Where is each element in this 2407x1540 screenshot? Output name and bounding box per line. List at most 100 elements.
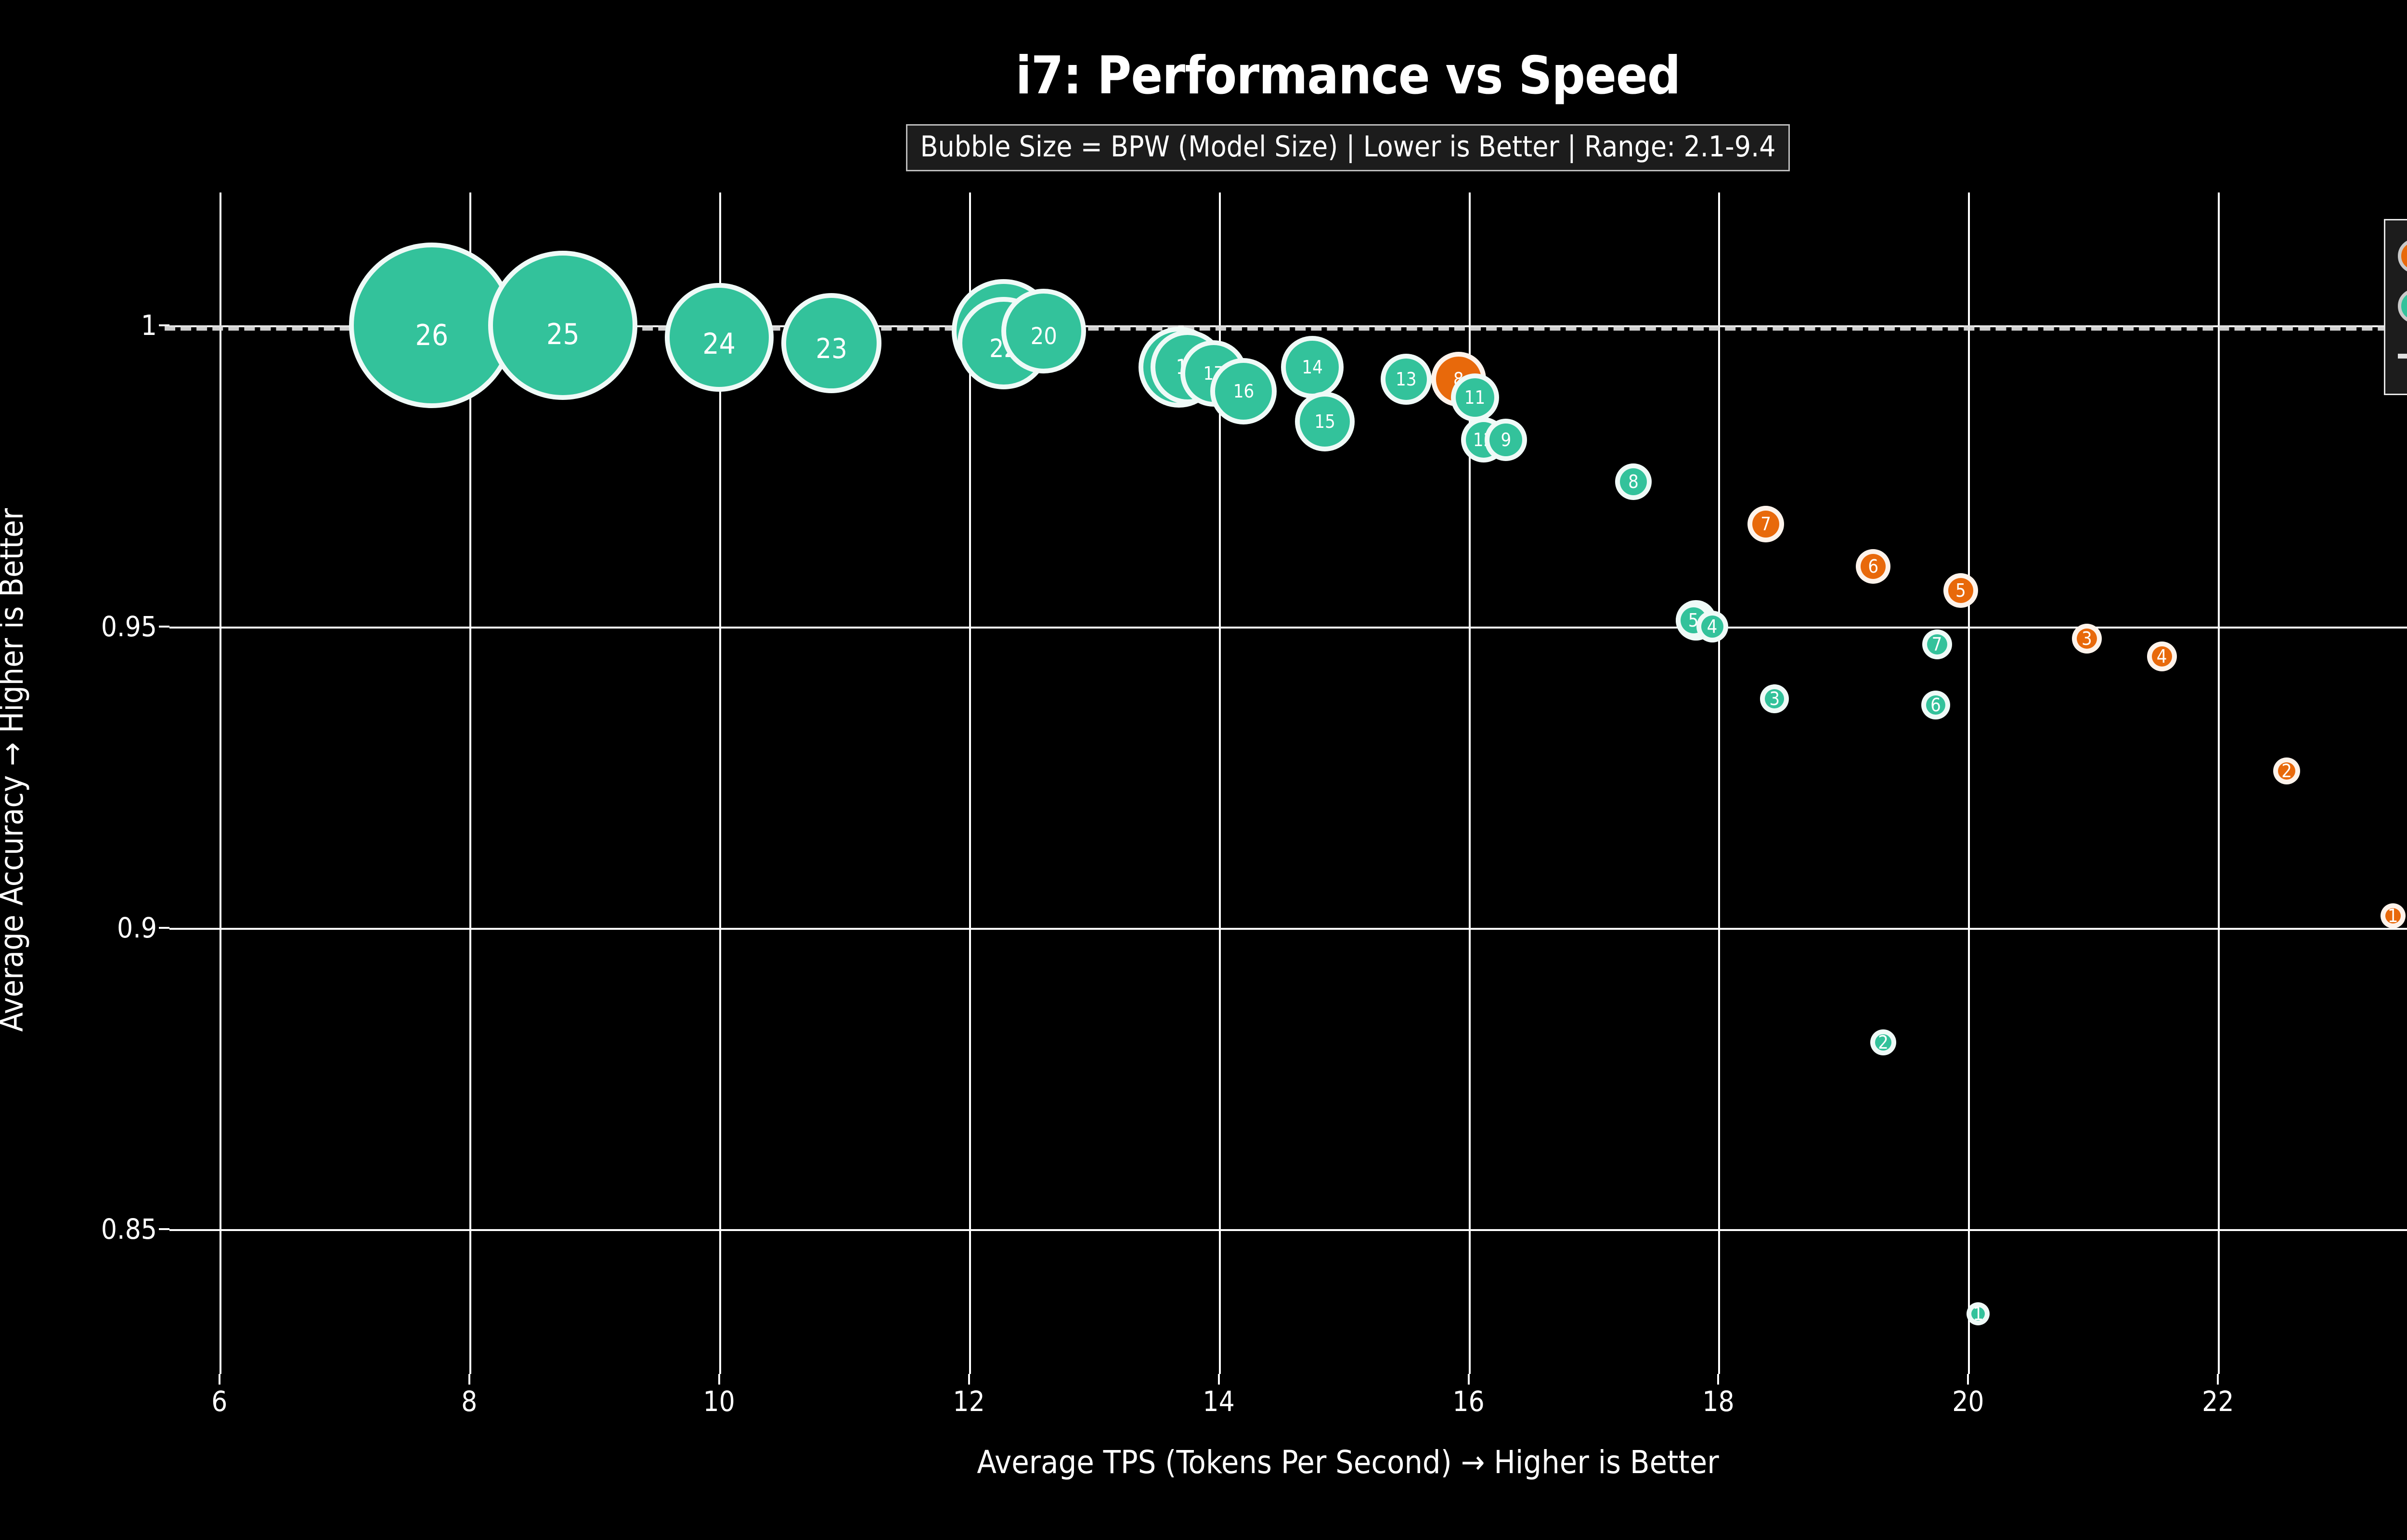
bubble-label: 7 xyxy=(1931,634,1942,655)
bubble-label: 20 xyxy=(1030,322,1057,350)
bubble-unsloth-15[interactable]: 15 xyxy=(1295,391,1355,451)
x-tickmark-12 xyxy=(968,1374,970,1385)
bubble-unsloth-14[interactable]: 14 xyxy=(1281,336,1344,399)
gridline-x-20 xyxy=(1968,192,1970,1374)
gridline-y-0.85 xyxy=(169,1229,2407,1232)
bubble-unsloth-1[interactable]: 1 xyxy=(1967,1302,1990,1325)
y-tickmark-1 xyxy=(159,324,169,326)
bubble-label: 26 xyxy=(415,318,449,352)
x-tick-label-20: 20 xyxy=(1952,1385,1984,1418)
gridline-x-8 xyxy=(469,192,471,1374)
x-tick-label-8: 8 xyxy=(461,1385,478,1418)
bubble-label: 3 xyxy=(2082,628,2092,649)
legend[interactable]: ByteShapeUnslothBF16 Baseline xyxy=(2384,219,2407,395)
x-tick-label-14: 14 xyxy=(1203,1385,1235,1418)
bubble-label: 15 xyxy=(1314,411,1335,432)
bubble-byteshape-4[interactable]: 4 xyxy=(2147,642,2177,672)
bubble-label: 1 xyxy=(1973,1303,1984,1324)
bubble-unsloth-25[interactable]: 25 xyxy=(488,250,638,400)
bubble-label: 13 xyxy=(1396,369,1417,390)
y-tickmark-0.85 xyxy=(159,1228,169,1231)
subtitle-box: Bubble Size = BPW (Model Size) | Lower i… xyxy=(906,124,1790,171)
legend-item-unsloth[interactable]: Unsloth xyxy=(2398,281,2407,331)
bubble-unsloth-4[interactable]: 4 xyxy=(1696,610,1728,642)
legend-dashed-line-icon xyxy=(2398,354,2407,359)
bubble-unsloth-20[interactable]: 20 xyxy=(1001,289,1087,374)
bf16-baseline-line xyxy=(165,325,2407,331)
legend-item-byteshape[interactable]: ByteShape xyxy=(2398,231,2407,281)
bubble-label: 4 xyxy=(2156,646,2167,667)
gridline-y-0.9 xyxy=(169,928,2407,930)
gridline-x-22 xyxy=(2218,192,2220,1374)
bubble-unsloth-2[interactable]: 2 xyxy=(1870,1029,1896,1056)
y-tick-label-0.95: 0.95 xyxy=(101,610,157,643)
bubble-byteshape-3[interactable]: 3 xyxy=(2071,623,2102,654)
x-tick-label-22: 22 xyxy=(2202,1385,2234,1418)
bubble-unsloth-16[interactable]: 16 xyxy=(1210,358,1277,425)
gridline-y-0.95 xyxy=(169,626,2407,629)
bubble-unsloth-11[interactable]: 11 xyxy=(1450,373,1499,422)
bubble-label: 23 xyxy=(815,333,847,365)
y-tick-label-1: 1 xyxy=(141,308,157,342)
bubble-label: 3 xyxy=(1769,688,1780,710)
subtitle-container: Bubble Size = BPW (Model Size) | Lower i… xyxy=(0,124,2407,171)
bubble-label: 1 xyxy=(2387,905,2398,927)
x-tickmark-6 xyxy=(218,1374,220,1385)
bubble-label: 2 xyxy=(2281,760,2292,782)
bubble-byteshape-6[interactable]: 6 xyxy=(1856,549,1891,584)
y-tickmark-0.9 xyxy=(159,927,169,929)
bubble-unsloth-23[interactable]: 23 xyxy=(781,293,882,394)
x-tickmark-8 xyxy=(468,1374,470,1385)
gridline-x-18 xyxy=(1718,192,1721,1374)
bubble-label: 25 xyxy=(546,317,580,351)
x-tick-label-10: 10 xyxy=(703,1385,735,1418)
gridline-x-16 xyxy=(1468,192,1471,1374)
y-tickmark-0.95 xyxy=(159,625,169,628)
bubble-label: 14 xyxy=(1302,357,1323,378)
x-tick-label-16: 16 xyxy=(1452,1385,1485,1418)
bubble-label: 11 xyxy=(1464,386,1486,408)
x-tick-label-12: 12 xyxy=(953,1385,985,1418)
x-tickmark-18 xyxy=(1717,1374,1720,1385)
gridline-x-6 xyxy=(219,192,221,1374)
y-axis-label: Average Accuracy → Higher is Better xyxy=(0,508,30,1032)
bubble-unsloth-9[interactable]: 9 xyxy=(1485,418,1527,461)
bubble-label: 9 xyxy=(1501,429,1512,450)
bubble-unsloth-3[interactable]: 3 xyxy=(1760,684,1789,714)
bubble-label: 5 xyxy=(1955,579,1966,601)
x-tick-label-18: 18 xyxy=(1702,1385,1734,1418)
x-tickmark-10 xyxy=(718,1374,720,1385)
bubble-label: 7 xyxy=(1760,513,1771,535)
bubble-unsloth-8[interactable]: 8 xyxy=(1615,463,1652,500)
bubble-unsloth-24[interactable]: 24 xyxy=(664,282,774,392)
bubble-label: 24 xyxy=(702,327,736,361)
bubble-unsloth-6[interactable]: 6 xyxy=(1921,690,1950,719)
legend-item-bf16-baseline[interactable]: BF16 Baseline xyxy=(2398,331,2407,381)
bubble-label: 16 xyxy=(1233,381,1255,402)
x-axis-label: Average TPS (Tokens Per Second) → Higher… xyxy=(977,1444,1719,1481)
page-title: i7: Performance vs Speed xyxy=(1015,46,1681,106)
bubble-unsloth-13[interactable]: 13 xyxy=(1380,354,1432,405)
bubble-label: 6 xyxy=(1930,694,1941,716)
bubble-label: 8 xyxy=(1628,471,1639,493)
gridline-x-10 xyxy=(719,192,721,1374)
bubble-byteshape-5[interactable]: 5 xyxy=(1943,573,1978,608)
bubble-byteshape-2[interactable]: 2 xyxy=(2273,757,2301,785)
bubble-byteshape-7[interactable]: 7 xyxy=(1747,505,1785,542)
x-tick-label-6: 6 xyxy=(211,1385,228,1418)
y-tick-label-0.9: 0.9 xyxy=(117,911,157,945)
legend-circle-icon xyxy=(2398,239,2407,273)
y-tick-label-0.85: 0.85 xyxy=(101,1213,157,1246)
plot-area: 2625242123222019181716141581311129108756… xyxy=(101,192,2407,1418)
legend-circle-icon xyxy=(2398,289,2407,323)
x-tickmark-14 xyxy=(1217,1374,1220,1385)
bubble-byteshape-1[interactable]: 1 xyxy=(2380,903,2406,929)
bubble-label: 4 xyxy=(1707,616,1718,637)
x-tickmark-16 xyxy=(1467,1374,1470,1385)
bubble-unsloth-7[interactable]: 7 xyxy=(1922,629,1952,660)
x-tickmark-20 xyxy=(1967,1374,1969,1385)
x-tickmark-22 xyxy=(2217,1374,2219,1385)
gridline-x-14 xyxy=(1218,192,1221,1374)
bubble-label: 2 xyxy=(1878,1032,1889,1053)
